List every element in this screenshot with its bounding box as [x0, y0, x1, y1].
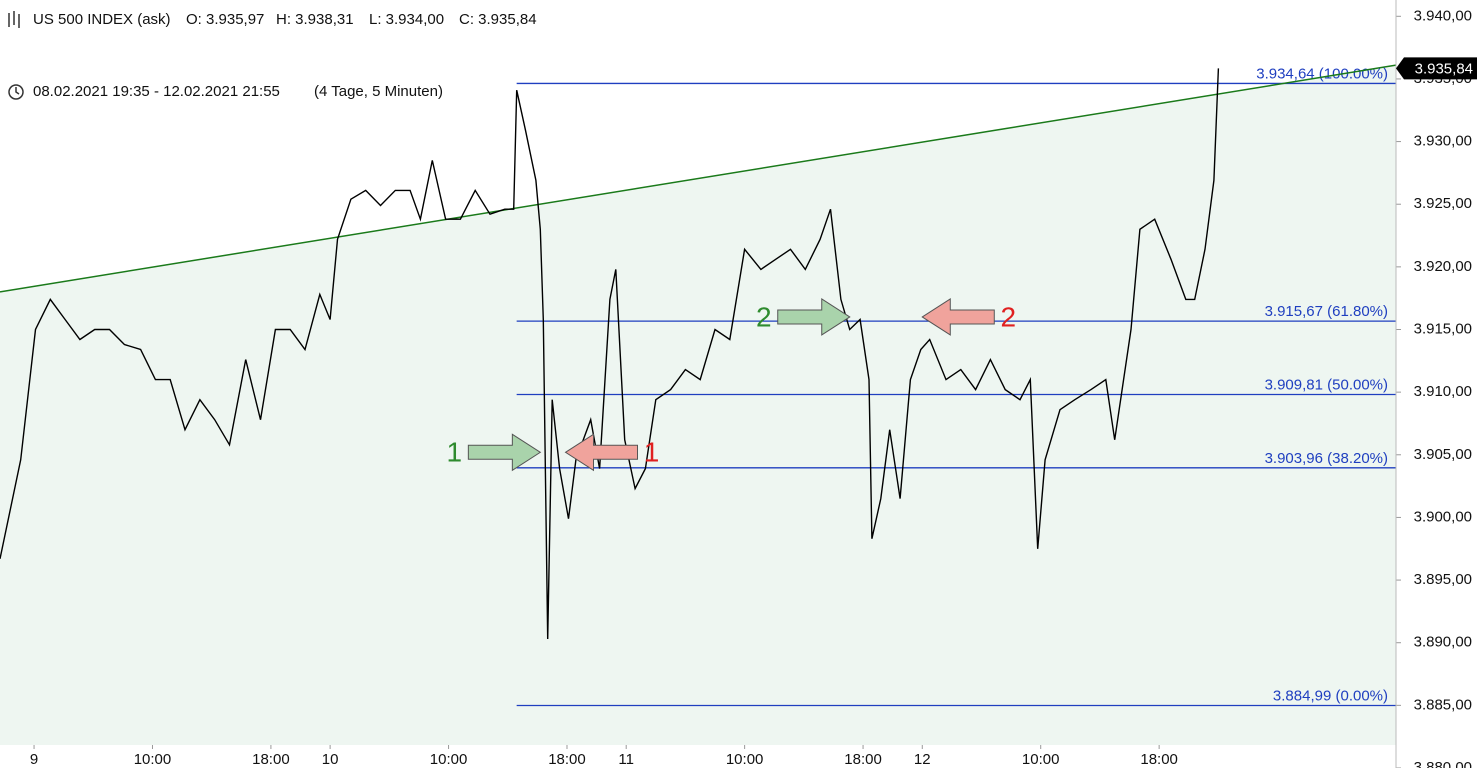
header: US 500 INDEX (ask) O: 3.935,97 H: 3.938,… [8, 11, 537, 100]
x-tick-label: 10:00 [1022, 751, 1060, 768]
arrow-label: 2 [1000, 301, 1016, 332]
x-tick-label: 11 [618, 751, 634, 768]
trendline [0, 64, 1396, 293]
clock-icon [8, 84, 24, 100]
price-line [0, 68, 1220, 640]
arrow [921, 298, 995, 336]
y-tick-label: 3.880,00 [1414, 759, 1472, 768]
fib-label: 3.934,64 (100.00%) [1256, 65, 1388, 82]
y-tick-label: 3.925,00 [1414, 195, 1472, 212]
stat: C: 3.935,84 [459, 11, 537, 28]
arrow-label: 2 [756, 301, 772, 332]
fib-label: 3.915,67 (61.80%) [1265, 303, 1388, 320]
chart-title: US 500 INDEX (ask) [33, 11, 171, 28]
arrow [467, 433, 542, 472]
x-tick-label: 12 [914, 751, 931, 768]
x-tick-label: 18:00 [548, 751, 586, 768]
y-tick-label: 3.930,00 [1414, 133, 1472, 150]
x-tick-label: 18:00 [1140, 751, 1178, 768]
x-tick-label: 9 [30, 751, 38, 768]
fib-label: 3.909,81 (50.00%) [1265, 376, 1388, 393]
stat: L: 3.934,00 [369, 11, 444, 28]
fib-label: 3.884,99 (0.00%) [1273, 687, 1388, 704]
overlay: 3.880,00 3.885,00 3.890,00 3.895,00 3.900,00… [30, 0, 1477, 768]
x-tick-label: 10:00 [134, 751, 172, 768]
fib-label: 3.903,96 (38.20%) [1265, 450, 1388, 467]
x-tick-label: 10:00 [726, 751, 764, 768]
candle-icon [8, 11, 20, 28]
stat: H: 3.938,31 [276, 11, 354, 28]
channel-fill [0, 65, 1396, 745]
price-badge [1396, 57, 1477, 80]
y-tick-label: 3.910,00 [1414, 383, 1472, 400]
y-tick-label: 3.895,00 [1414, 571, 1472, 588]
arrow [777, 298, 851, 336]
price-badge-label: 3.935,84 [1415, 60, 1473, 77]
y-tick-label: 3.900,00 [1414, 508, 1472, 525]
x-tick-label: 18:00 [252, 751, 290, 768]
arrow-label: 1 [644, 437, 660, 468]
period-detail: (4 Tage, 5 Minuten) [314, 83, 443, 100]
x-tick-label: 10 [322, 751, 339, 768]
y-tick-label: 3.905,00 [1414, 446, 1472, 463]
y-tick-label: 3.940,00 [1414, 7, 1472, 24]
arrow [564, 433, 639, 472]
y-tick-label: 3.890,00 [1414, 634, 1472, 651]
arrow-label: 1 [447, 437, 463, 468]
y-tick-label: 3.885,00 [1414, 696, 1472, 713]
y-tick-label: 3.920,00 [1414, 258, 1472, 275]
x-tick-label: 18:00 [844, 751, 882, 768]
x-tick-label: 10:00 [430, 751, 468, 768]
y-tick-label: 3.915,00 [1414, 320, 1472, 337]
stat: O: 3.935,97 [186, 11, 264, 28]
plot-area: 3.934,64 (100.00%) 3.915,67 (61.80%) 3.909… [0, 64, 1396, 745]
period: 08.02.2021 19:35 - 12.02.2021 21:55 [33, 83, 280, 100]
